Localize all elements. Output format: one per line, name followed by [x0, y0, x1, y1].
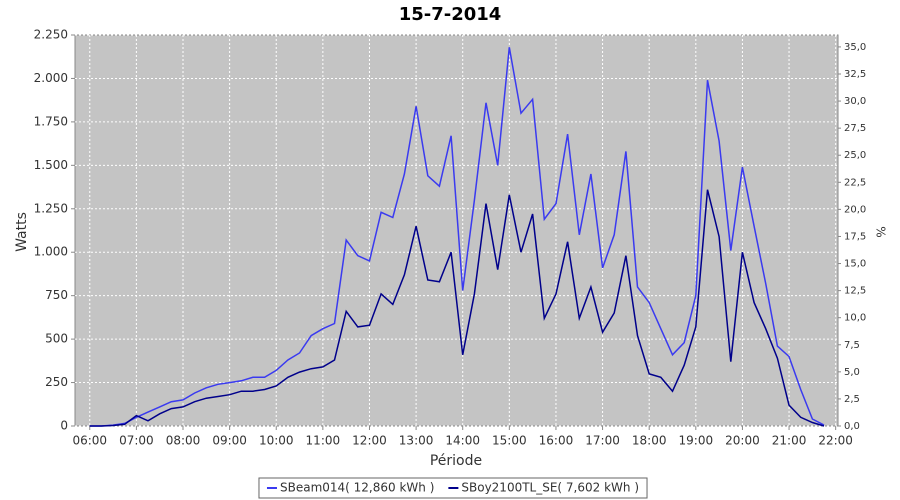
y-tick-label: 2.000: [34, 71, 68, 85]
x-tick-label: 22:00: [818, 434, 853, 448]
x-tick-label: 06:00: [72, 434, 107, 448]
y2-tick-label: 10,0: [844, 313, 866, 324]
x-tick-label: 13:00: [399, 434, 434, 448]
y-axis-label: Watts: [14, 212, 30, 252]
legend-label: SBeam014( 12,860 kWh ): [280, 481, 434, 495]
x-tick-label: 10:00: [259, 434, 294, 448]
series-line: [89, 47, 825, 427]
y2-tick-label: 35,0: [844, 42, 866, 53]
y-tick-label: 1.500: [34, 158, 68, 172]
x-tick-label: 11:00: [306, 434, 341, 448]
y-tick-label: 500: [45, 332, 68, 346]
y2-tick-label: 32,5: [844, 69, 866, 80]
legend-label: SBoy2100TL_SE( 7,602 kWh ): [461, 481, 639, 495]
y2-tick-label: 2,5: [844, 394, 860, 405]
y2-tick-label: 5,0: [844, 367, 860, 378]
y-tick-label: 1.250: [34, 201, 68, 215]
y2-tick-label: 22,5: [844, 177, 866, 188]
y2-tick-label: 25,0: [844, 150, 866, 161]
y2-tick-label: 15,0: [844, 259, 866, 270]
x-tick-label: 08:00: [166, 434, 201, 448]
plot-area: [74, 34, 839, 427]
x-tick-label: 18:00: [632, 434, 667, 448]
chart-title: 15-7-2014: [399, 4, 502, 25]
x-tick-label: 19:00: [679, 434, 714, 448]
series-line: [89, 189, 825, 427]
x-tick-label: 14:00: [445, 434, 480, 448]
x-tick-label: 21:00: [772, 434, 807, 448]
x-tick-label: 07:00: [119, 434, 154, 448]
y2-tick-label: 0,0: [844, 421, 860, 432]
y-tick-label: 1.000: [34, 245, 68, 259]
y2-axis-label: %: [874, 226, 888, 237]
x-tick-label: 20:00: [725, 434, 760, 448]
y-tick-label: 2.250: [34, 28, 68, 42]
x-tick-label: 15:00: [492, 434, 527, 448]
y-tick-label: 1.750: [34, 114, 68, 128]
y2-tick-label: 27,5: [844, 123, 866, 134]
x-tick-label: 09:00: [212, 434, 247, 448]
y-tick-label: 750: [45, 288, 68, 302]
legend: SBeam014( 12,860 kWh ) SBoy2100TL_SE( 7,6…: [258, 477, 648, 499]
x-tick-label: 17:00: [585, 434, 620, 448]
y2-tick-label: 7,5: [844, 340, 860, 351]
x-tick-label: 16:00: [539, 434, 574, 448]
y2-tick-label: 17,5: [844, 231, 866, 242]
y2-tick-label: 30,0: [844, 96, 866, 107]
y-tick-label: 0: [60, 419, 68, 433]
y2-tick-label: 12,5: [844, 286, 866, 297]
x-axis-label: Période: [430, 453, 482, 469]
x-tick-label: 12:00: [352, 434, 387, 448]
y-tick-label: 250: [45, 375, 68, 389]
y2-tick-label: 20,0: [844, 204, 866, 215]
